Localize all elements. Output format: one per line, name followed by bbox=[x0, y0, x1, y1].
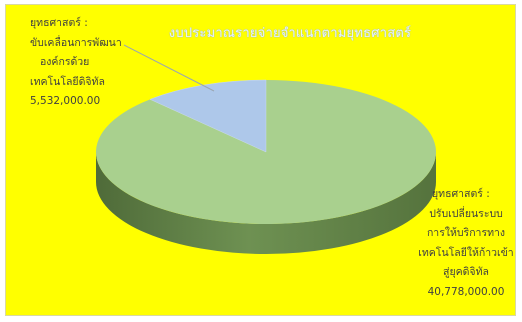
label-line: ยุทธศาสตร์ : bbox=[432, 188, 490, 200]
label-line: สู่ยุคดิจิทัล bbox=[443, 266, 489, 278]
label-line: ปรับเปลี่ยนระบบ bbox=[429, 207, 503, 220]
label-line: ขับเคลื่อนการพัฒนา bbox=[30, 36, 122, 49]
label-line: องค์กรด้วย bbox=[40, 56, 90, 68]
label-line: เทคโนโลยีให้ก้าวเข้า bbox=[418, 246, 514, 259]
slice-label-main: ยุทธศาสตร์ : ปรับเปลี่ยนระบบ การให้บริกา… bbox=[418, 185, 514, 302]
leader-line bbox=[123, 44, 215, 92]
label-line: การให้บริการทาง bbox=[426, 227, 506, 239]
label-value: 5,532,000.00 bbox=[30, 95, 101, 107]
pie-side-wall bbox=[96, 152, 436, 254]
chart-title: งบประมาณรายจ่ายจำแนกตามยุทธศาสตร์ bbox=[168, 26, 412, 41]
slice-label-small: ยุทธศาสตร์ : ขับเคลื่อนการพัฒนา องค์กรด้… bbox=[30, 14, 126, 112]
label-line: เทคโนโลยีดิจิทัล bbox=[30, 75, 105, 88]
label-line: ยุทธศาสตร์ : bbox=[30, 17, 88, 29]
pie-slice-small bbox=[149, 79, 267, 153]
label-value: 40,778,000.00 bbox=[427, 285, 505, 298]
